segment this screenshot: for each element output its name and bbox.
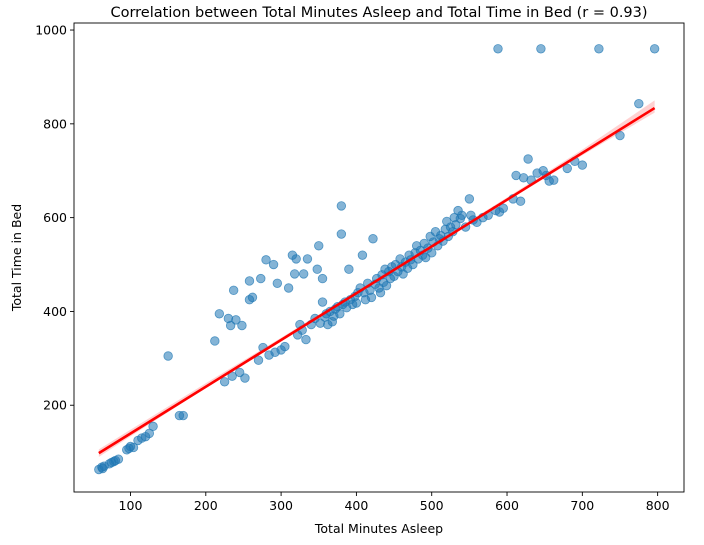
data-point — [228, 285, 239, 296]
data-point — [280, 341, 290, 352]
x-tick-label: 400 — [344, 498, 368, 513]
data-point — [268, 259, 279, 270]
data-point — [594, 44, 604, 54]
data-point — [317, 297, 328, 307]
plot-background — [74, 23, 684, 492]
x-tick-label: 700 — [570, 498, 594, 513]
data-point — [283, 283, 294, 293]
x-tick-label: 200 — [194, 498, 218, 513]
data-point — [312, 264, 322, 274]
data-point — [247, 292, 258, 303]
data-point — [357, 250, 368, 260]
data-point — [375, 287, 386, 298]
y-tick-label: 200 — [43, 398, 67, 413]
data-point — [634, 98, 644, 109]
x-tick-label: 600 — [495, 498, 519, 513]
x-tick-label: 100 — [119, 498, 143, 513]
y-tick-label: 1000 — [35, 23, 67, 38]
data-point — [289, 269, 300, 279]
y-tick-label: 600 — [43, 210, 67, 225]
data-point — [261, 255, 271, 265]
x-axis-label: Total Minutes Asleep — [314, 521, 443, 536]
data-point — [128, 442, 139, 453]
data-point — [244, 276, 255, 286]
points-layer — [94, 44, 660, 475]
data-point — [366, 292, 377, 303]
chart-title: Correlation between Total Minutes Asleep… — [110, 5, 647, 21]
data-point — [427, 248, 437, 258]
data-point — [523, 154, 533, 164]
data-point — [577, 160, 588, 170]
data-point — [298, 269, 309, 279]
data-point — [214, 309, 225, 319]
data-point — [219, 377, 230, 387]
data-point — [457, 210, 467, 220]
data-point — [649, 44, 660, 54]
regression-line — [98, 106, 656, 455]
regression-line-layer — [98, 106, 656, 455]
data-point — [562, 163, 572, 174]
data-point — [148, 421, 158, 432]
x-tick-label: 300 — [269, 498, 293, 513]
y-tick-label: 400 — [43, 304, 67, 319]
data-point — [178, 410, 188, 421]
data-point — [272, 278, 283, 288]
y-tick-label: 800 — [43, 116, 67, 131]
data-point — [163, 351, 173, 361]
y-axis-label: Total Time in Bed — [9, 204, 24, 312]
data-point — [256, 273, 266, 284]
data-point — [464, 194, 475, 204]
data-point — [240, 373, 250, 383]
data-point — [231, 315, 241, 325]
x-tick-label: 500 — [420, 498, 444, 513]
data-point — [336, 229, 347, 239]
data-point — [344, 264, 354, 274]
axes-layer: 100 200 300 400 500 600 700 800 200 400 600 800 1000 — [35, 22, 685, 513]
data-point — [549, 175, 559, 185]
data-point — [498, 203, 508, 213]
plot-area — [74, 23, 684, 492]
data-point — [317, 273, 328, 284]
data-point — [536, 44, 546, 54]
data-point — [336, 201, 347, 211]
data-point — [253, 355, 264, 365]
data-point — [515, 196, 526, 206]
data-point — [368, 234, 378, 244]
data-point — [291, 254, 301, 264]
data-point — [335, 309, 345, 319]
data-point — [493, 44, 503, 54]
data-point — [210, 336, 220, 346]
data-point — [113, 454, 124, 464]
data-point — [301, 334, 311, 345]
data-point — [302, 254, 313, 264]
data-point — [351, 298, 362, 308]
data-point — [615, 130, 625, 141]
data-point — [314, 241, 324, 251]
x-tick-label: 800 — [646, 498, 670, 513]
axes-frame — [73, 22, 685, 493]
data-point — [237, 320, 247, 331]
